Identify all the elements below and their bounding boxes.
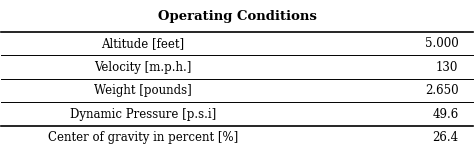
Text: Weight [pounds]: Weight [pounds] <box>94 84 191 97</box>
Text: 130: 130 <box>436 61 458 73</box>
Text: 2.650: 2.650 <box>425 84 458 97</box>
Text: 49.6: 49.6 <box>432 108 458 121</box>
Text: 26.4: 26.4 <box>432 131 458 144</box>
Text: Velocity [m.p.h.]: Velocity [m.p.h.] <box>94 61 191 73</box>
Text: Center of gravity in percent [%]: Center of gravity in percent [%] <box>47 131 238 144</box>
Text: Dynamic Pressure [p.s.i]: Dynamic Pressure [p.s.i] <box>70 108 216 121</box>
Text: Altitude [feet]: Altitude [feet] <box>101 37 184 50</box>
Text: Operating Conditions: Operating Conditions <box>157 10 317 23</box>
Text: 5.000: 5.000 <box>425 37 458 50</box>
